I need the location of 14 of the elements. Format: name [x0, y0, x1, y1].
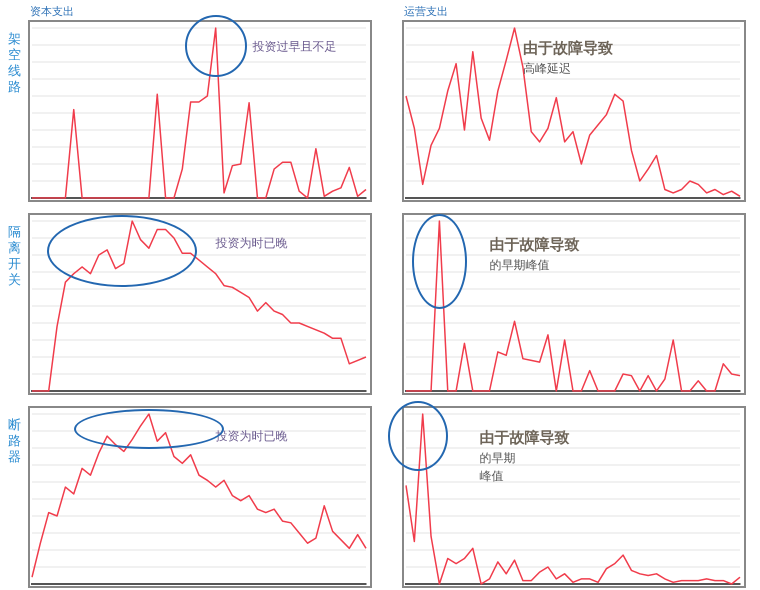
annotation: 峰值 [479, 469, 504, 484]
chart-title: 运营支出 [404, 4, 448, 19]
y-axis-title: 架空线路 [8, 32, 22, 96]
annotation: 投资为时已晚 [214, 236, 288, 250]
annotation: 由于故障导致 [522, 38, 613, 57]
annotation: 的早期 [479, 451, 516, 466]
annotation: 高峰延迟 [522, 62, 571, 76]
y-axis-title: 隔离开关 [8, 225, 22, 289]
annotation: 的早期峰值 [490, 258, 550, 272]
chart-title: 资本支出 [30, 4, 74, 19]
annotation: 由于故障导致 [490, 235, 580, 254]
y-axis-title: 断路器 [8, 418, 22, 466]
annotation: 由于故障导致 [479, 428, 570, 446]
annotation: 投资过早且不足 [251, 40, 336, 54]
